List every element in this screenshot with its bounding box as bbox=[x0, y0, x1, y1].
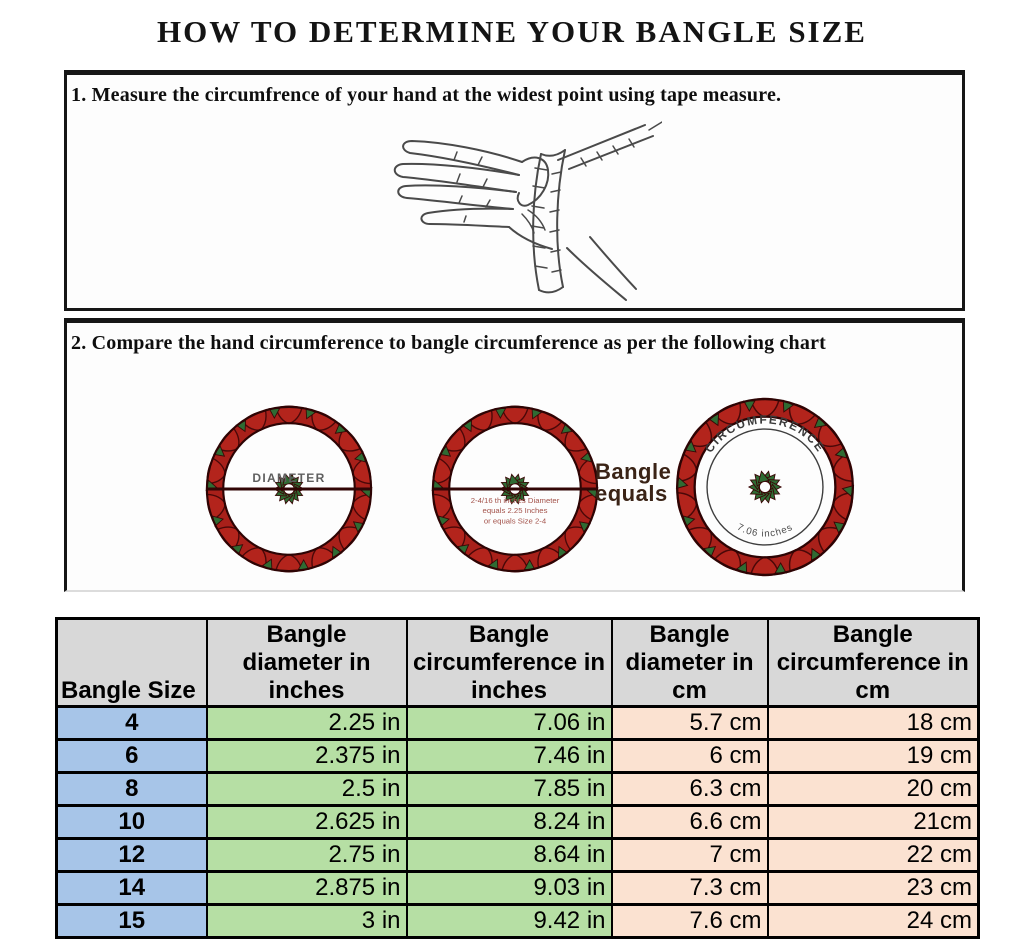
table-row: 14 2.875 in 9.03 in 7.3 cm 23 cm bbox=[55, 870, 980, 906]
table-row: 4 2.25 in 7.06 in 5.7 cm 18 cm bbox=[55, 705, 980, 741]
bangle-circumference-illustration: CIRCUMFERENCE 7.06 inches bbox=[673, 395, 857, 579]
cell-diameter-in: 3 in bbox=[205, 903, 408, 939]
cell-diameter-in: 2.375 in bbox=[205, 738, 408, 774]
cell-bangle-size: 4 bbox=[55, 705, 208, 741]
page-title: HOW TO DETERMINE YOUR BANGLE SIZE bbox=[157, 14, 867, 49]
cell-circumference-in: 9.42 in bbox=[405, 903, 613, 939]
cell-diameter-cm: 7.3 cm bbox=[610, 870, 769, 906]
cell-bangle-size: 10 bbox=[55, 804, 208, 840]
cell-diameter-cm: 7 cm bbox=[610, 837, 769, 873]
table-row: 8 2.5 in 7.85 in 6.3 cm 20 cm bbox=[55, 771, 980, 807]
size-note-line3: or equals Size 2-4 bbox=[484, 516, 547, 525]
cell-circumference-cm: 18 cm bbox=[766, 705, 980, 741]
header-diameter-cm: Bangle diameter in cm bbox=[610, 617, 769, 708]
cell-diameter-cm: 6.3 cm bbox=[610, 771, 769, 807]
cell-bangle-size: 14 bbox=[55, 870, 208, 906]
table-row: 6 2.375 in 7.46 in 6 cm 19 cm bbox=[55, 738, 980, 774]
cell-circumference-cm: 24 cm bbox=[766, 903, 980, 939]
cell-diameter-cm: 5.7 cm bbox=[610, 705, 769, 741]
bangle-equals-line1: Bangle bbox=[595, 459, 672, 484]
table-row: 10 2.625 in 8.24 in 6.6 cm 21cm bbox=[55, 804, 980, 840]
cell-diameter-cm: 7.6 cm bbox=[610, 903, 769, 939]
cell-circumference-cm: 20 cm bbox=[766, 771, 980, 807]
svg-text:7.06 inches: 7.06 inches bbox=[735, 522, 795, 540]
cell-circumference-in: 9.03 in bbox=[405, 870, 613, 906]
size-note-line2: equals 2.25 Inches bbox=[483, 506, 548, 515]
cell-diameter-in: 2.75 in bbox=[205, 837, 408, 873]
cell-circumference-cm: 19 cm bbox=[766, 738, 980, 774]
cell-diameter-cm: 6 cm bbox=[610, 738, 769, 774]
cell-bangle-size: 8 bbox=[55, 771, 208, 807]
diameter-label: DIAMETER bbox=[252, 471, 325, 485]
step2-box: 2. Compare the hand circumference to ban… bbox=[64, 318, 965, 592]
cell-circumference-in: 8.64 in bbox=[405, 837, 613, 873]
cell-bangle-size: 6 bbox=[55, 738, 208, 774]
step2-instruction: 2. Compare the hand circumference to ban… bbox=[71, 332, 827, 354]
cell-diameter-in: 2.625 in bbox=[205, 804, 408, 840]
cell-circumference-in: 7.06 in bbox=[405, 705, 613, 741]
hand-tape-measure-illustration bbox=[393, 121, 662, 301]
cell-circumference-in: 7.46 in bbox=[405, 738, 613, 774]
table-row: 15 3 in 9.42 in 7.6 cm 24 cm bbox=[55, 903, 980, 939]
cell-diameter-cm: 6.6 cm bbox=[610, 804, 769, 840]
bangle-size-example-illustration: 2-4/16 th inches Diameter equals 2.25 In… bbox=[429, 403, 601, 575]
cell-diameter-in: 2.25 in bbox=[205, 705, 408, 741]
step1-box: 1. Measure the circumfrence of your hand… bbox=[64, 70, 965, 311]
circumference-value-label: 7.06 inches bbox=[735, 522, 794, 540]
header-row: Bangle Size Bangle diameter in inches Ba… bbox=[55, 617, 980, 708]
bangle-equals-caption: Bangle equals bbox=[595, 461, 671, 505]
cell-diameter-in: 2.875 in bbox=[205, 870, 408, 906]
header-bangle-size: Bangle Size bbox=[55, 617, 208, 708]
header-diameter-inches: Bangle diameter in inches bbox=[205, 617, 408, 708]
bangle-equals-line2: equals bbox=[595, 481, 668, 506]
bangle-diameter-illustration: DIAMETER bbox=[203, 403, 375, 575]
cell-circumference-in: 8.24 in bbox=[405, 804, 613, 840]
cell-circumference-cm: 23 cm bbox=[766, 870, 980, 906]
cell-bangle-size: 12 bbox=[55, 837, 208, 873]
step1-instruction: 1. Measure the circumfrence of your hand… bbox=[71, 84, 782, 106]
cell-diameter-in: 2.5 in bbox=[205, 771, 408, 807]
cell-bangle-size: 15 bbox=[55, 903, 208, 939]
size-note-line1: 2-4/16 th inches Diameter bbox=[471, 496, 560, 505]
cell-circumference-in: 7.85 in bbox=[405, 771, 613, 807]
bangle-size-chart-table: Bangle Size Bangle diameter in inches Ba… bbox=[55, 617, 980, 939]
header-circumference-cm: Bangle circumference in cm bbox=[766, 617, 980, 708]
table-row: 12 2.75 in 8.64 in 7 cm 22 cm bbox=[55, 837, 980, 873]
cell-circumference-cm: 21cm bbox=[766, 804, 980, 840]
cell-circumference-cm: 22 cm bbox=[766, 837, 980, 873]
header-circumference-inches: Bangle circumference in inches bbox=[405, 617, 613, 708]
